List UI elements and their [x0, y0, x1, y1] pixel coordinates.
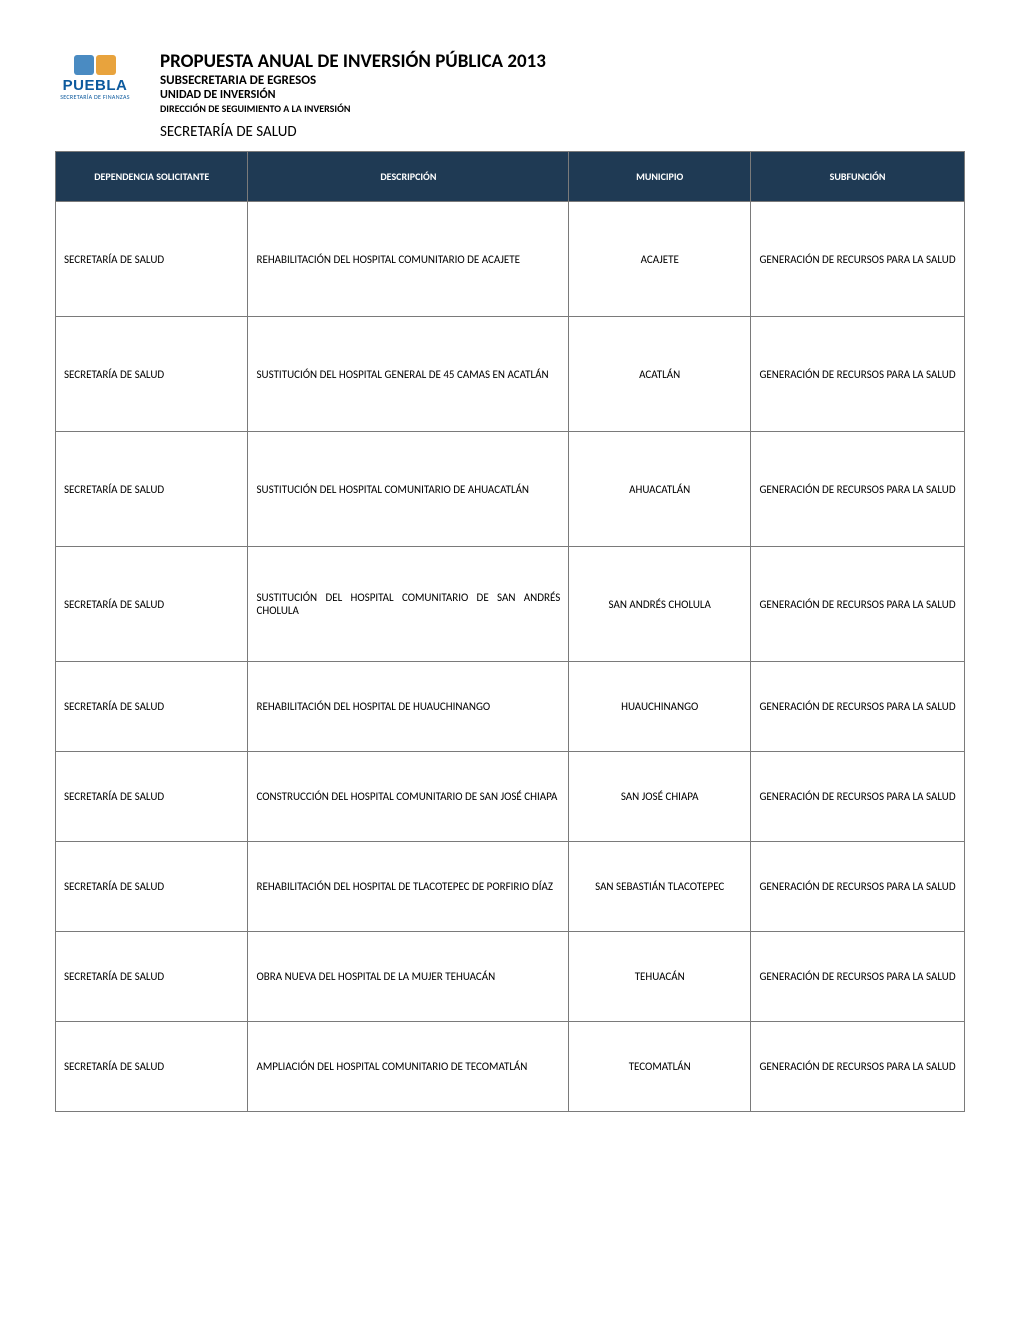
cell-municipio: TEHUACÁN: [569, 932, 751, 1022]
cell-subfuncion: GENERACIÓN DE RECURSOS PARA LA SALUD: [751, 842, 965, 932]
col-header-subfuncion: SUBFUNCIÓN: [751, 152, 965, 202]
table-row: SECRETARÍA DE SALUDOBRA NUEVA DEL HOSPIT…: [56, 932, 965, 1022]
table-row: SECRETARÍA DE SALUDSUSTITUCIÓN DEL HOSPI…: [56, 317, 965, 432]
table-row: SECRETARÍA DE SALUDREHABILITACIÓN DEL HO…: [56, 842, 965, 932]
cell-dependencia: SECRETARÍA DE SALUD: [56, 432, 248, 547]
cell-subfuncion: GENERACIÓN DE RECURSOS PARA LA SALUD: [751, 317, 965, 432]
cell-municipio: SAN SEBASTIÁN TLACOTEPEC: [569, 842, 751, 932]
cell-municipio: ACAJETE: [569, 202, 751, 317]
cell-descripcion: REHABILITACIÓN DEL HOSPITAL DE HUAUCHINA…: [248, 662, 569, 752]
cell-descripcion: AMPLIACIÓN DEL HOSPITAL COMUNITARIO DE T…: [248, 1022, 569, 1112]
cell-subfuncion: GENERACIÓN DE RECURSOS PARA LA SALUD: [751, 662, 965, 752]
logo-brand-text: PUEBLA: [63, 77, 128, 94]
cell-municipio: HUAUCHINANGO: [569, 662, 751, 752]
logo-icon: [74, 55, 116, 75]
cell-dependencia: SECRETARÍA DE SALUD: [56, 662, 248, 752]
cell-descripcion: REHABILITACIÓN DEL HOSPITAL COMUNITARIO …: [248, 202, 569, 317]
table-row: SECRETARÍA DE SALUDREHABILITACIÓN DEL HO…: [56, 662, 965, 752]
investment-table: DEPENDENCIA SOLICITANTE DESCRIPCIÓN MUNI…: [55, 151, 965, 1112]
cell-dependencia: SECRETARÍA DE SALUD: [56, 317, 248, 432]
cell-dependencia: SECRETARÍA DE SALUD: [56, 752, 248, 842]
cell-descripcion: OBRA NUEVA DEL HOSPITAL DE LA MUJER TEHU…: [248, 932, 569, 1022]
col-header-descripcion: DESCRIPCIÓN: [248, 152, 569, 202]
cell-municipio: TECOMATLÁN: [569, 1022, 751, 1112]
cell-descripcion: SUSTITUCIÓN DEL HOSPITAL COMUNITARIO DE …: [248, 547, 569, 662]
table-row: SECRETARÍA DE SALUDSUSTITUCIÓN DEL HOSPI…: [56, 547, 965, 662]
title-sub2: UNIDAD DE INVERSIÓN: [160, 88, 965, 102]
col-header-dependencia: DEPENDENCIA SOLICITANTE: [56, 152, 248, 202]
cell-descripcion: SUSTITUCIÓN DEL HOSPITAL GENERAL DE 45 C…: [248, 317, 569, 432]
cell-dependencia: SECRETARÍA DE SALUD: [56, 932, 248, 1022]
document-header: PUEBLA SECRETARÍA DE FINANZAS PROPUESTA …: [55, 50, 965, 115]
cell-dependencia: SECRETARÍA DE SALUD: [56, 842, 248, 932]
cell-subfuncion: GENERACIÓN DE RECURSOS PARA LA SALUD: [751, 752, 965, 842]
title-block: PROPUESTA ANUAL DE INVERSIÓN PÚBLICA 201…: [160, 50, 965, 115]
title-sub1: SUBSECRETARIA DE EGRESOS: [160, 73, 965, 88]
cell-subfuncion: GENERACIÓN DE RECURSOS PARA LA SALUD: [751, 1022, 965, 1112]
table-header-row: DEPENDENCIA SOLICITANTE DESCRIPCIÓN MUNI…: [56, 152, 965, 202]
cell-dependencia: SECRETARÍA DE SALUD: [56, 1022, 248, 1112]
cell-dependencia: SECRETARÍA DE SALUD: [56, 202, 248, 317]
cell-dependencia: SECRETARÍA DE SALUD: [56, 547, 248, 662]
cell-subfuncion: GENERACIÓN DE RECURSOS PARA LA SALUD: [751, 547, 965, 662]
cell-descripcion: CONSTRUCCIÓN DEL HOSPITAL COMUNITARIO DE…: [248, 752, 569, 842]
cell-municipio: SAN ANDRÉS CHOLULA: [569, 547, 751, 662]
table-row: SECRETARÍA DE SALUDREHABILITACIÓN DEL HO…: [56, 202, 965, 317]
logo-square-blue: [74, 55, 94, 75]
cell-municipio: ACATLÁN: [569, 317, 751, 432]
table-row: SECRETARÍA DE SALUDSUSTITUCIÓN DEL HOSPI…: [56, 432, 965, 547]
puebla-logo: PUEBLA SECRETARÍA DE FINANZAS: [55, 50, 135, 101]
secretaria-label: SECRETARÍA DE SALUD: [160, 123, 965, 141]
logo-sub-text: SECRETARÍA DE FINANZAS: [60, 94, 130, 101]
cell-subfuncion: GENERACIÓN DE RECURSOS PARA LA SALUD: [751, 202, 965, 317]
table-row: SECRETARÍA DE SALUDCONSTRUCCIÓN DEL HOSP…: [56, 752, 965, 842]
cell-descripcion: REHABILITACIÓN DEL HOSPITAL DE TLACOTEPE…: [248, 842, 569, 932]
title-main: PROPUESTA ANUAL DE INVERSIÓN PÚBLICA 201…: [160, 50, 965, 73]
table-body: SECRETARÍA DE SALUDREHABILITACIÓN DEL HO…: [56, 202, 965, 1112]
cell-subfuncion: GENERACIÓN DE RECURSOS PARA LA SALUD: [751, 432, 965, 547]
logo-square-orange: [96, 55, 116, 75]
cell-municipio: SAN JOSÉ CHIAPA: [569, 752, 751, 842]
col-header-municipio: MUNICIPIO: [569, 152, 751, 202]
cell-municipio: AHUACATLÁN: [569, 432, 751, 547]
title-sub3: DIRECCIÓN DE SEGUIMIENTO A LA INVERSIÓN: [160, 102, 965, 115]
cell-subfuncion: GENERACIÓN DE RECURSOS PARA LA SALUD: [751, 932, 965, 1022]
table-row: SECRETARÍA DE SALUDAMPLIACIÓN DEL HOSPIT…: [56, 1022, 965, 1112]
cell-descripcion: SUSTITUCIÓN DEL HOSPITAL COMUNITARIO DE …: [248, 432, 569, 547]
